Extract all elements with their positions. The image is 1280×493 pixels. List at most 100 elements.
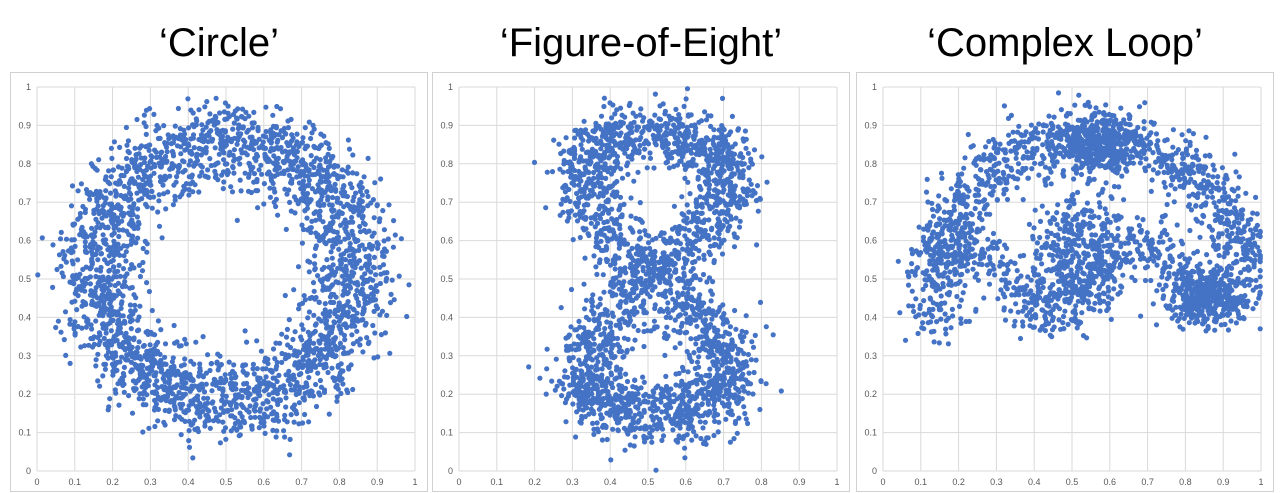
data-point (162, 361, 168, 367)
data-point (114, 359, 120, 366)
data-point (349, 228, 355, 234)
data-point (578, 127, 584, 133)
data-point (641, 379, 647, 385)
data-point (692, 259, 698, 265)
data-point (261, 423, 267, 429)
data-point (234, 115, 240, 121)
data-point (296, 400, 302, 406)
data-point (743, 416, 749, 422)
data-point (716, 419, 722, 425)
data-point (205, 407, 211, 413)
data-point (124, 271, 130, 277)
data-point (167, 166, 173, 172)
data-point (722, 370, 728, 376)
data-point (625, 160, 631, 166)
data-point (354, 328, 360, 334)
data-point (347, 241, 353, 247)
data-point (365, 193, 371, 199)
data-point (135, 235, 141, 241)
data-point (300, 384, 307, 390)
data-point (562, 368, 568, 374)
data-point (93, 363, 99, 369)
data-point (144, 174, 150, 180)
data-point (155, 406, 161, 412)
data-point (684, 257, 690, 263)
data-point (689, 163, 696, 169)
data-point (708, 151, 714, 157)
data-point (686, 209, 692, 215)
x-tick-label: 0.9 (793, 477, 806, 487)
data-point (116, 233, 122, 240)
data-point (722, 217, 728, 223)
data-point (331, 319, 337, 325)
data-point (637, 200, 643, 206)
data-point (134, 116, 140, 123)
data-point (100, 203, 106, 209)
data-point (375, 245, 381, 251)
data-point (624, 241, 631, 247)
data-point (306, 167, 312, 173)
data-point (649, 439, 655, 445)
data-point (87, 281, 93, 287)
data-point (333, 384, 339, 390)
data-point (618, 140, 624, 146)
data-point (108, 250, 114, 256)
data-point (705, 383, 711, 390)
data-point (616, 396, 622, 402)
data-point (318, 384, 324, 390)
data-point (239, 124, 245, 131)
data-point (344, 282, 350, 288)
data-point (105, 355, 111, 361)
data-point (257, 415, 263, 421)
data-point (573, 347, 579, 353)
data-point (177, 371, 183, 378)
data-point (157, 174, 163, 180)
data-point (577, 214, 584, 220)
data-point (325, 194, 331, 200)
data-point (322, 174, 328, 180)
data-point (561, 386, 567, 392)
data-point (673, 371, 679, 377)
data-point (244, 407, 250, 413)
data-point (609, 293, 615, 299)
data-point (107, 190, 114, 196)
data-point (332, 269, 339, 275)
data-point (143, 187, 150, 193)
data-point (144, 392, 150, 398)
data-point (590, 420, 596, 426)
data-point (69, 258, 75, 264)
data-point (319, 336, 325, 342)
data-point (658, 391, 664, 397)
data-point (300, 357, 306, 363)
data-point (660, 101, 666, 107)
data-point (304, 340, 310, 346)
data-point (101, 195, 107, 201)
data-point (252, 408, 258, 414)
data-point (70, 222, 76, 228)
data-point (126, 393, 132, 399)
data-point (137, 273, 143, 280)
data-point (87, 265, 93, 271)
data-point (199, 169, 205, 175)
data-point (286, 352, 292, 358)
data-point (155, 418, 161, 424)
data-point (680, 265, 687, 271)
data-point (115, 381, 121, 387)
data-point (121, 183, 127, 189)
data-point (238, 147, 244, 153)
data-point (222, 128, 228, 134)
data-point (252, 414, 258, 420)
data-point (709, 291, 715, 297)
data-point (128, 191, 134, 197)
data-point (596, 322, 602, 328)
data-point (603, 244, 609, 250)
data-point (210, 381, 216, 387)
data-point (96, 192, 102, 198)
data-point (609, 331, 615, 338)
data-point (378, 176, 384, 182)
data-point (143, 144, 149, 150)
data-point (324, 318, 330, 324)
data-point (106, 404, 112, 410)
data-point (287, 149, 293, 155)
data-point (581, 118, 587, 124)
